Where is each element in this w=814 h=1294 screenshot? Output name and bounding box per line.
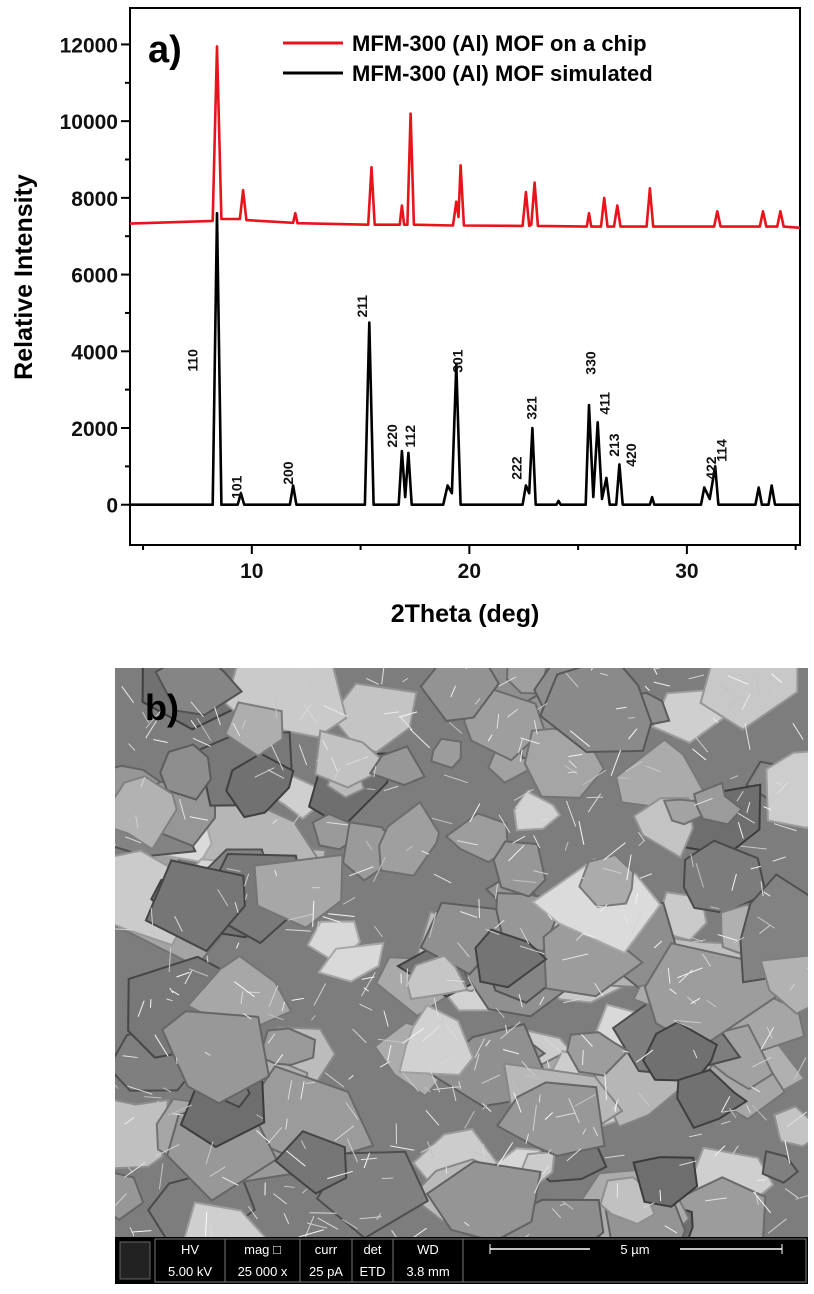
info-value: 25 000 x [238,1264,288,1279]
info-name: det [363,1242,381,1257]
y-tick-label: 0 [106,495,118,518]
x-tick-label: 10 [240,560,263,583]
y-tick-label: 10000 [60,111,118,134]
info-name: HV [181,1242,199,1257]
peak-label: 200 [280,461,296,485]
sem-needle [751,644,753,668]
panel-label: a) [148,29,182,71]
info-value: 5.00 kV [168,1264,212,1279]
peak-label: 114 [714,439,730,462]
panel-label: b) [145,687,179,728]
legend-label: MFM-300 (Al) MOF simulated [352,61,653,86]
legend-label: MFM-300 (Al) MOF on a chip [352,31,647,56]
peak-label: 330 [583,351,599,375]
info-name: WD [417,1242,439,1257]
sem-crystal [774,1106,814,1146]
info-value: 3.8 mm [406,1264,449,1279]
sem-needle [587,797,604,798]
sem-needle [310,1213,337,1214]
peak-label: 213 [606,433,622,457]
info-icon [120,1242,150,1279]
peak-label: 112 [402,425,418,448]
y-tick-label: 4000 [71,341,118,364]
info-bar [115,1237,808,1284]
peak-label: 420 [623,443,639,467]
plot-area [130,46,800,504]
peak-label: 220 [384,424,400,448]
sem-needle [110,838,116,845]
peak-label: 321 [524,396,540,420]
y-axis-label: Relative Intensity [10,174,38,380]
peak-label: 301 [449,349,465,373]
peak-label: 110 [185,349,201,372]
scale-label: 5 µm [620,1242,649,1257]
x-tick-label: 30 [675,560,698,583]
info-name: curr [315,1242,338,1257]
x-axis-label: 2Theta (deg) [391,600,540,628]
peak-label: 411 [597,392,613,415]
info-value: 25 pA [309,1264,343,1279]
sem-needle [176,1057,177,1064]
sem-needle [807,967,814,968]
peak-label: 211 [354,295,370,318]
info-value: ETD [360,1264,386,1279]
info-name: mag □ [244,1242,281,1257]
y-tick-label: 2000 [71,418,118,441]
x-tick-label: 20 [458,560,481,583]
plot-frame [130,8,800,545]
y-tick-label: 12000 [60,34,118,57]
sem-needle [465,662,466,669]
sem-needle [479,899,480,918]
y-tick-label: 8000 [71,188,118,211]
sem-needle [660,1190,661,1201]
sem-needle [382,1178,393,1179]
y-tick-label: 6000 [71,265,118,288]
sem-crystal [67,1094,168,1170]
peak-label: 101 [229,475,245,499]
peak-label: 222 [509,456,525,480]
